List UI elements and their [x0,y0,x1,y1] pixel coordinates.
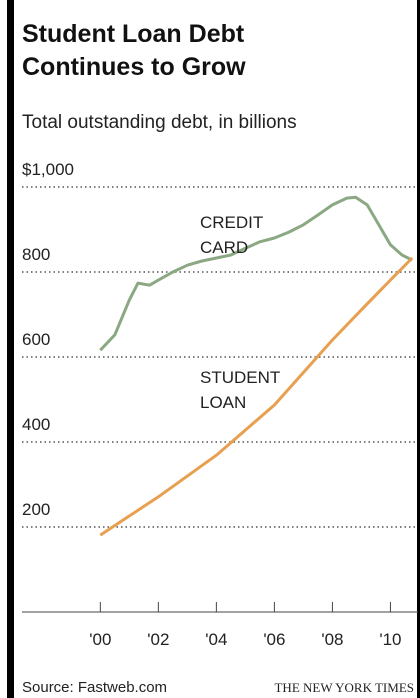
x-tick-label: '06 [263,630,285,649]
x-tick-label: '00 [89,630,111,649]
title-box: Student Loan Debt Continues to Grow [22,20,246,81]
frame-right [417,0,420,698]
series-label-text: CREDIT CARD [200,213,263,257]
credit: THE NEW YORK TIMES [274,680,414,695]
y-tick-label: 600 [22,330,50,349]
x-tick-label: '02 [147,630,169,649]
y-tick-label: 800 [22,245,50,264]
line [99,256,414,537]
x-tick-label: '04 [205,630,227,649]
x-tick-label: '10 [379,630,401,649]
series-label: CREDIT CARD [200,213,263,257]
series-label: STUDENT LOAN [200,368,280,412]
chart-subtitle: Total outstanding debt, in billions [22,112,297,133]
y-tick-label: 200 [22,500,50,519]
chart-title: Student Loan Debt Continues to Grow [22,20,246,81]
x-tick-label: '08 [321,630,343,649]
line [99,195,413,352]
frame-left [7,0,14,698]
source: Source: Fastweb.com [22,679,167,696]
y-tick-label: 400 [22,415,50,434]
series-label-text: STUDENT LOAN [200,368,280,412]
y-tick-label: $1,000 [22,160,74,179]
